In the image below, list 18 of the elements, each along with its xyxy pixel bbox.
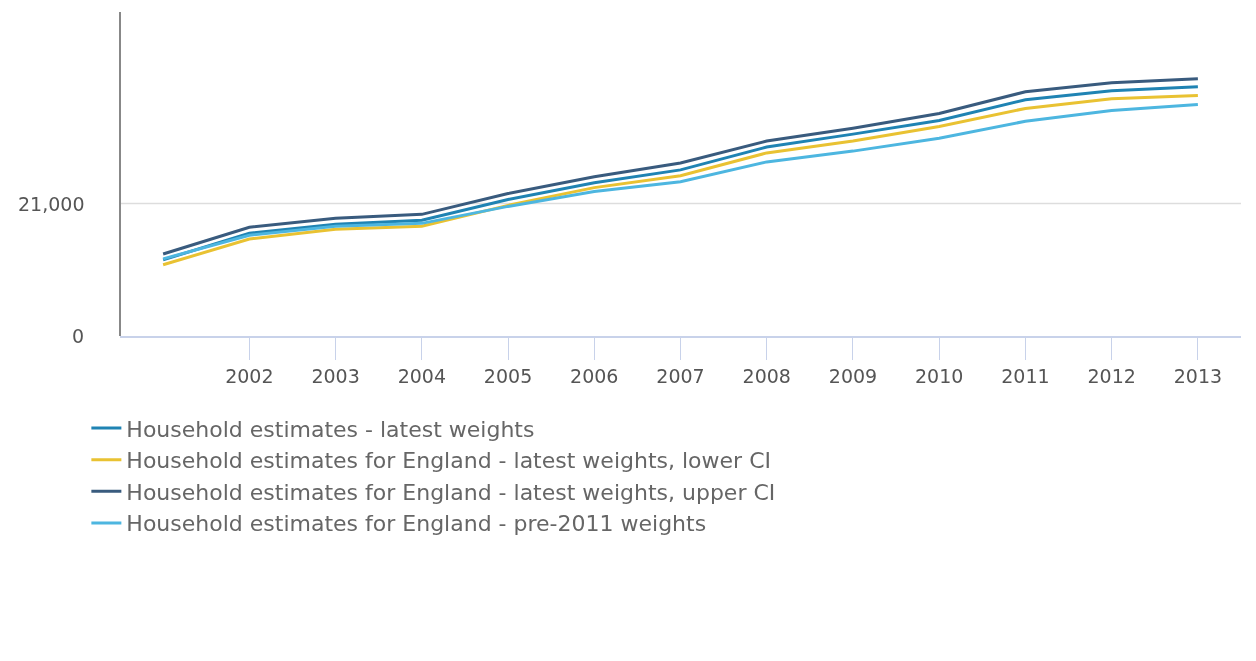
x-tick-label: 2004 [397,364,446,387]
x-tick-label: 2011 [1001,364,1050,387]
text: 21,000 [18,193,85,215]
x-tick-label: 2010 [915,364,964,387]
x-tick-label: 2012 [1087,364,1136,387]
x-tick-label: 2007 [656,364,705,387]
legend-label: Household estimates for England - latest weights, lower CI [126,448,771,474]
x-tick-label: 2008 [742,364,791,387]
text: 0 [72,325,85,347]
x-tick-label: 2006 [570,364,619,387]
legend-label: Household estimates for England - latest weights, upper CI [126,479,776,505]
x-tick-label: 2009 [828,364,878,387]
x-tick-label: 2002 [225,364,274,387]
legend-label: Household estimates for England - pre-2011 weights [126,511,707,537]
x-tick-label: 2003 [311,364,360,387]
x-tick-label: 2013 [1173,364,1223,387]
legend-label: Household estimates - latest weights [126,416,535,442]
x-tick-label: 2005 [483,364,533,387]
